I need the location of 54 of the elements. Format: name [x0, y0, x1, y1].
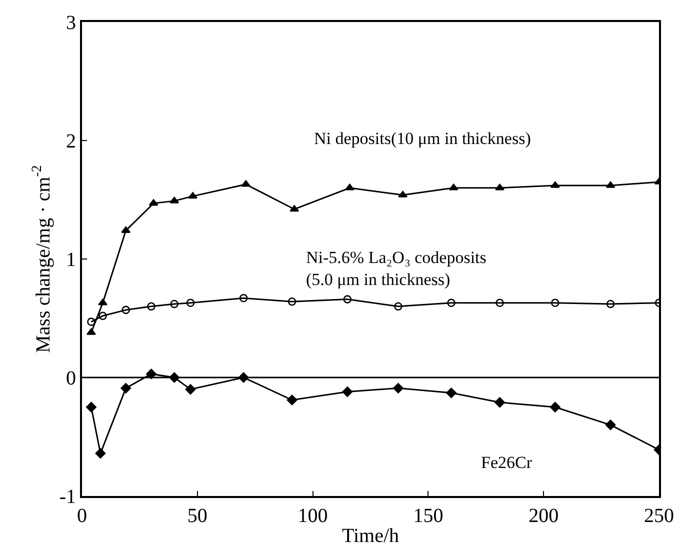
- x-axis-title: Time/h: [342, 525, 400, 547]
- point: [342, 386, 353, 397]
- point: [148, 199, 158, 206]
- y-tick-label: 1: [66, 249, 76, 271]
- point: [550, 402, 560, 412]
- y-tick-label: 3: [66, 12, 76, 34]
- point: [447, 298, 456, 307]
- series-label: Ni-5.6% La₂O₃ codeposits (5.0 μm in thickness): [306, 248, 486, 290]
- point: [496, 298, 504, 307]
- text: Fe26Cr: [481, 453, 532, 472]
- point: [448, 184, 458, 190]
- point: [170, 300, 178, 308]
- point: [241, 180, 251, 187]
- x-tick-label: 100: [298, 505, 328, 527]
- point: [120, 382, 132, 394]
- point: [185, 384, 196, 395]
- point: [494, 397, 505, 408]
- point: [495, 184, 504, 190]
- point: [606, 181, 616, 188]
- point: [290, 205, 300, 212]
- point: [550, 298, 560, 307]
- point: [95, 448, 106, 459]
- point: [345, 184, 354, 190]
- point: [398, 190, 408, 198]
- x-tick-label: 150: [413, 505, 444, 527]
- y-tick-label: -1: [59, 486, 76, 508]
- point: [98, 312, 107, 320]
- point: [606, 300, 615, 308]
- point: [393, 382, 404, 394]
- x-tick-label: 250: [644, 505, 674, 527]
- point: [86, 402, 96, 412]
- point: [605, 420, 616, 430]
- point: [394, 302, 402, 311]
- point: [98, 298, 108, 306]
- point: [288, 298, 296, 306]
- y-tick-label: 0: [66, 368, 76, 390]
- point: [86, 328, 96, 335]
- point: [170, 196, 180, 204]
- point: [146, 368, 156, 380]
- point: [239, 294, 248, 302]
- text: Ni deposits(10 μm in thickness): [314, 129, 531, 148]
- x-tick-label: 50: [187, 505, 208, 527]
- point: [121, 226, 131, 233]
- point: [186, 298, 195, 307]
- point: [147, 302, 156, 311]
- point: [188, 192, 198, 199]
- point: [122, 306, 130, 314]
- point: [87, 318, 96, 326]
- point: [550, 181, 560, 188]
- point: [286, 394, 298, 406]
- x-tick-label: 200: [528, 505, 559, 527]
- point: [446, 388, 456, 398]
- point: [343, 295, 352, 304]
- y-tick-label: 2: [66, 130, 76, 152]
